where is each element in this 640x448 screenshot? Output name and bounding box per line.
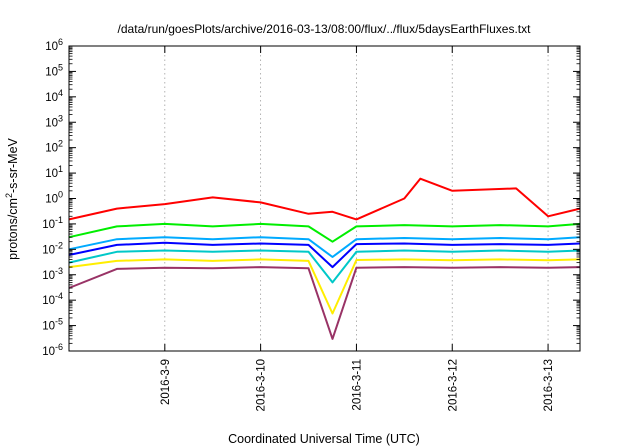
y-tick-label: 10-4 xyxy=(42,291,63,307)
series-layer xyxy=(68,177,581,340)
y-tick-base: 10 xyxy=(42,346,55,358)
y-tick-label: 10-3 xyxy=(42,266,63,282)
y-tick-exponent: 5 xyxy=(58,62,63,72)
y-tick-labels: 10-610-510-410-310-210-11001011021031041… xyxy=(42,37,63,358)
y-tick-label: 102 xyxy=(45,139,63,155)
y-tick-base: 10 xyxy=(45,66,58,78)
series-line-4 xyxy=(68,241,581,269)
y-tick-base: 10 xyxy=(42,321,55,333)
y-tick-exponent: 6 xyxy=(58,37,63,47)
series-line-6 xyxy=(68,258,581,315)
x-tick-label: 2016-3-11 xyxy=(351,359,363,411)
y-tick-exponent: 3 xyxy=(58,113,63,123)
y-tick-label: 104 xyxy=(45,88,63,104)
y-tick-exponent: -6 xyxy=(55,342,63,352)
y-tick-base: 10 xyxy=(45,92,58,104)
x-tick-label: 2016-3-13 xyxy=(543,359,555,411)
grid xyxy=(164,46,549,351)
x-tick-label: 2016-3-10 xyxy=(256,359,268,411)
series-line-1 xyxy=(68,177,581,221)
y-tick-base: 10 xyxy=(45,168,58,180)
y-tick-base: 10 xyxy=(45,143,58,155)
y-tick-exponent: 1 xyxy=(58,164,63,174)
y-tick-exponent: -3 xyxy=(55,266,63,276)
series-line-5 xyxy=(68,249,581,284)
y-tick-label: 10-6 xyxy=(42,342,63,358)
x-axis-label: Coordinated Universal Time (UTC) xyxy=(228,432,420,446)
y-tick-label: 10-2 xyxy=(42,240,63,256)
y-tick-base: 10 xyxy=(45,194,58,206)
y-tick-label: 105 xyxy=(45,62,63,78)
y-tick-exponent: 0 xyxy=(58,190,63,200)
x-tick-labels: 2016-3-9 2016-3-10 2016-3-11 2016-3-12 2016-… xyxy=(160,359,555,411)
series-line-3 xyxy=(68,236,581,258)
y-tick-label: 103 xyxy=(45,113,63,129)
y-axis-label-sup: 2 xyxy=(4,193,14,198)
ticks xyxy=(69,45,580,352)
y-tick-exponent: 2 xyxy=(58,139,63,149)
series-line-7 xyxy=(68,266,581,340)
y-tick-label: 106 xyxy=(45,37,63,53)
y-tick-label: 101 xyxy=(45,164,63,180)
y-tick-exponent: -5 xyxy=(55,317,63,327)
y-tick-exponent: 4 xyxy=(58,88,63,98)
y-tick-label: 10-5 xyxy=(42,317,63,333)
y-axis-label-post: -s-sr-MeV xyxy=(6,137,20,193)
y-tick-base: 10 xyxy=(42,270,55,282)
chart-title: /data/run/goesPlots/archive/2016-03-13/0… xyxy=(118,22,532,36)
x-tick-label: 2016-3-9 xyxy=(160,359,172,405)
y-tick-exponent: -1 xyxy=(55,215,63,225)
y-axis-label-pre: protons/cm xyxy=(6,198,20,260)
y-tick-exponent: -2 xyxy=(55,240,63,250)
y-tick-base: 10 xyxy=(45,41,58,53)
y-tick-exponent: -4 xyxy=(55,291,63,301)
y-tick-label: 100 xyxy=(45,190,63,206)
y-tick-base: 10 xyxy=(42,244,55,256)
y-axis-label: protons/cm2-s-sr-MeV xyxy=(4,137,20,259)
x-tick-label: 2016-3-12 xyxy=(447,359,459,411)
y-tick-label: 10-1 xyxy=(42,215,63,231)
y-tick-base: 10 xyxy=(45,117,58,129)
y-tick-base: 10 xyxy=(42,219,55,231)
y-tick-base: 10 xyxy=(42,295,55,307)
series-line-2 xyxy=(68,222,581,243)
